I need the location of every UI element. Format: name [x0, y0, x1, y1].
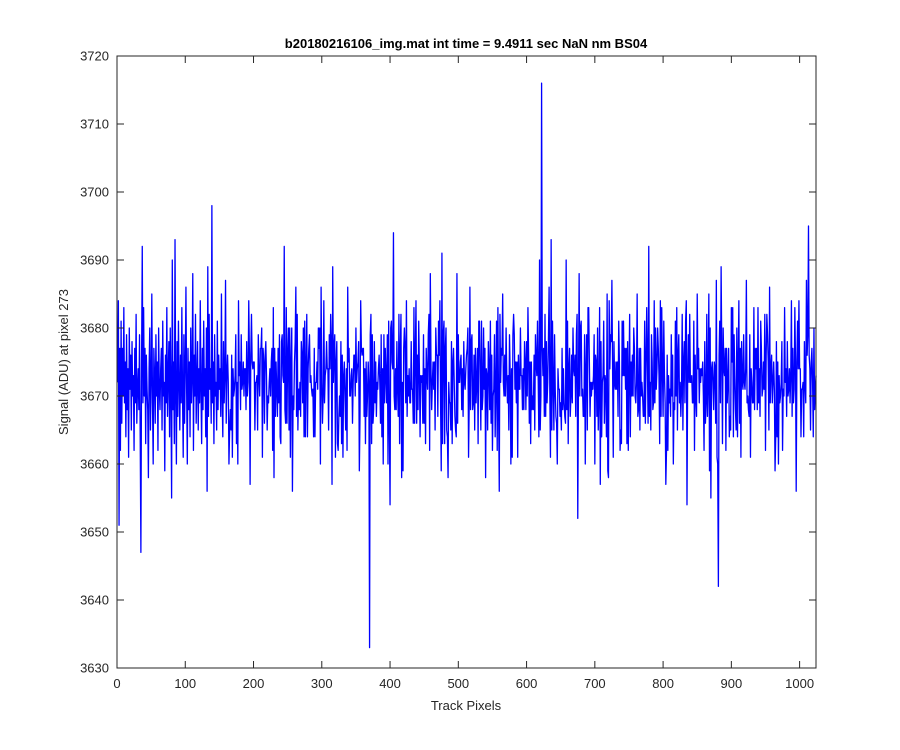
y-tick-label: 3710	[80, 117, 109, 132]
y-axis-label: Signal (ADU) at pixel 273	[56, 289, 71, 435]
x-tick-label: 0	[113, 676, 120, 691]
x-tick-label: 600	[516, 676, 538, 691]
x-tick-label: 400	[379, 676, 401, 691]
x-tick-label: 100	[174, 676, 196, 691]
x-axis-label: Track Pixels	[431, 698, 502, 713]
y-axis: 3630 3640 3650 3660 3670 3680 3690 3700 3710 3720	[80, 49, 816, 676]
y-tick-label: 3680	[80, 321, 109, 336]
x-tick-label: 500	[447, 676, 469, 691]
y-tick-label: 3700	[80, 185, 109, 200]
y-tick-label: 3630	[80, 661, 109, 676]
x-tick-label: 700	[584, 676, 606, 691]
chart-title: b20180216106_img.mat int time = 9.4911 s…	[285, 36, 648, 51]
y-tick-label: 3650	[80, 525, 109, 540]
plot-box	[116, 55, 817, 669]
y-tick-label: 3640	[80, 593, 109, 608]
y-tick-label: 3720	[80, 49, 109, 64]
x-tick-label: 900	[721, 676, 743, 691]
signal-series-line	[117, 82, 817, 649]
y-tick-label: 3670	[80, 389, 109, 404]
series-layer	[117, 82, 817, 649]
x-tick-label: 1000	[785, 676, 814, 691]
x-tick-label: 200	[243, 676, 265, 691]
x-tick-label: 800	[652, 676, 674, 691]
x-axis: 0 100 200 300 400 500 600 700 800 900 1000	[113, 56, 814, 691]
y-tick-label: 3660	[80, 457, 109, 472]
y-tick-label: 3690	[80, 253, 109, 268]
x-tick-label: 300	[311, 676, 333, 691]
